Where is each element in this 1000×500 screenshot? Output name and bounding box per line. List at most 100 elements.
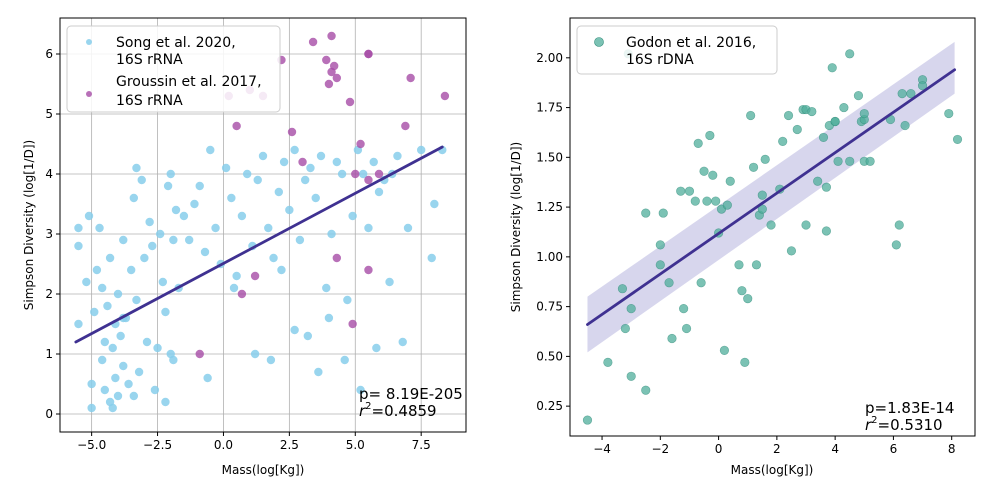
data-point bbox=[285, 205, 294, 215]
data-point bbox=[839, 102, 849, 113]
data-point bbox=[427, 253, 436, 263]
data-point bbox=[298, 157, 307, 167]
data-point bbox=[821, 182, 832, 192]
right-x-axis-label: Mass(log[Kg]) bbox=[731, 463, 814, 477]
data-point bbox=[711, 196, 721, 206]
data-point bbox=[751, 260, 762, 270]
data-point bbox=[119, 361, 128, 371]
data-point bbox=[221, 163, 231, 173]
data-point bbox=[148, 241, 157, 251]
right-legend-box bbox=[576, 25, 778, 75]
data-point bbox=[845, 156, 855, 166]
data-point bbox=[126, 265, 136, 275]
data-point bbox=[324, 313, 334, 323]
data-point bbox=[195, 181, 204, 191]
data-point bbox=[195, 349, 204, 359]
data-point bbox=[337, 169, 347, 179]
left-legend: Song et al. 2020, 16S rRNA Groussin et a… bbox=[66, 25, 281, 113]
data-point bbox=[725, 176, 735, 186]
data-point bbox=[786, 246, 797, 256]
data-point bbox=[702, 196, 712, 206]
data-point bbox=[679, 304, 689, 314]
right-r-squared: r2=0.5310 bbox=[865, 415, 943, 434]
data-point bbox=[206, 145, 215, 155]
data-point bbox=[603, 357, 613, 367]
data-point bbox=[129, 193, 139, 203]
y-tick-label: 1.50 bbox=[536, 150, 563, 164]
data-point bbox=[184, 235, 194, 245]
data-point bbox=[830, 116, 840, 127]
data-point bbox=[300, 175, 310, 185]
data-point bbox=[329, 61, 339, 71]
data-point bbox=[87, 379, 96, 389]
data-point bbox=[676, 186, 686, 196]
data-point bbox=[617, 284, 628, 294]
data-point bbox=[290, 325, 299, 335]
data-point bbox=[161, 307, 170, 317]
data-point bbox=[250, 349, 260, 359]
data-point bbox=[295, 235, 305, 245]
data-point bbox=[401, 121, 410, 131]
data-point bbox=[818, 132, 829, 143]
y-tick-label: 0.25 bbox=[536, 399, 563, 413]
data-point bbox=[332, 73, 342, 83]
data-point bbox=[237, 289, 247, 299]
data-point bbox=[740, 357, 750, 367]
data-point bbox=[719, 345, 730, 356]
data-point bbox=[859, 108, 869, 119]
data-point bbox=[708, 170, 718, 180]
data-point bbox=[778, 136, 788, 147]
data-point bbox=[696, 278, 706, 288]
left-legend-label-song-line2: 16S rRNA bbox=[116, 52, 183, 68]
data-point bbox=[279, 157, 289, 167]
data-point bbox=[655, 240, 665, 250]
data-point bbox=[821, 226, 832, 236]
data-point bbox=[314, 367, 323, 377]
left-x-axis-label: Mass(log[Kg]) bbox=[222, 463, 305, 477]
data-point bbox=[258, 151, 268, 161]
data-point bbox=[142, 337, 152, 347]
left-p-value: p= 8.19E-205 bbox=[359, 385, 463, 403]
data-point bbox=[97, 355, 107, 365]
data-point bbox=[113, 391, 123, 401]
data-point bbox=[203, 373, 212, 383]
data-point bbox=[364, 175, 373, 185]
left-r-squared: r2=0.4859 bbox=[359, 401, 437, 420]
data-point bbox=[97, 283, 107, 293]
data-point bbox=[582, 415, 593, 425]
x-tick-label: −5.0 bbox=[77, 438, 106, 452]
data-point bbox=[340, 355, 349, 365]
data-point bbox=[82, 277, 91, 287]
data-point bbox=[190, 199, 199, 209]
data-point bbox=[865, 156, 875, 166]
left-legend-label-groussin-line2: 16S rRNA bbox=[116, 93, 183, 109]
data-point bbox=[891, 240, 901, 250]
data-point bbox=[161, 397, 170, 407]
data-point bbox=[232, 121, 241, 131]
data-point bbox=[322, 283, 331, 293]
data-point bbox=[322, 55, 331, 65]
right-legend: Godon et al. 2016, 16S rDNA bbox=[576, 25, 778, 75]
data-point bbox=[807, 106, 817, 117]
data-point bbox=[116, 331, 125, 341]
data-point bbox=[626, 304, 636, 314]
regression-line bbox=[74, 145, 444, 344]
data-point bbox=[845, 49, 855, 59]
data-point bbox=[169, 355, 178, 365]
data-point bbox=[385, 277, 394, 287]
data-point bbox=[620, 323, 630, 334]
data-point bbox=[372, 343, 381, 353]
data-point bbox=[364, 223, 373, 233]
data-point bbox=[327, 31, 336, 41]
right-annotation: p=1.83E-14 r2=0.5310 bbox=[865, 399, 954, 434]
data-point bbox=[917, 81, 928, 91]
data-point bbox=[227, 193, 236, 203]
y-tick-label: 1.75 bbox=[536, 101, 563, 115]
data-point bbox=[690, 196, 700, 206]
x-tick-label: 0.0 bbox=[214, 438, 233, 452]
right-legend-label-godon-line1: Godon et al. 2016, bbox=[626, 35, 756, 51]
data-point bbox=[242, 169, 252, 179]
data-point bbox=[84, 211, 94, 221]
data-point bbox=[403, 223, 413, 233]
x-tick-label: 2 bbox=[773, 442, 781, 456]
